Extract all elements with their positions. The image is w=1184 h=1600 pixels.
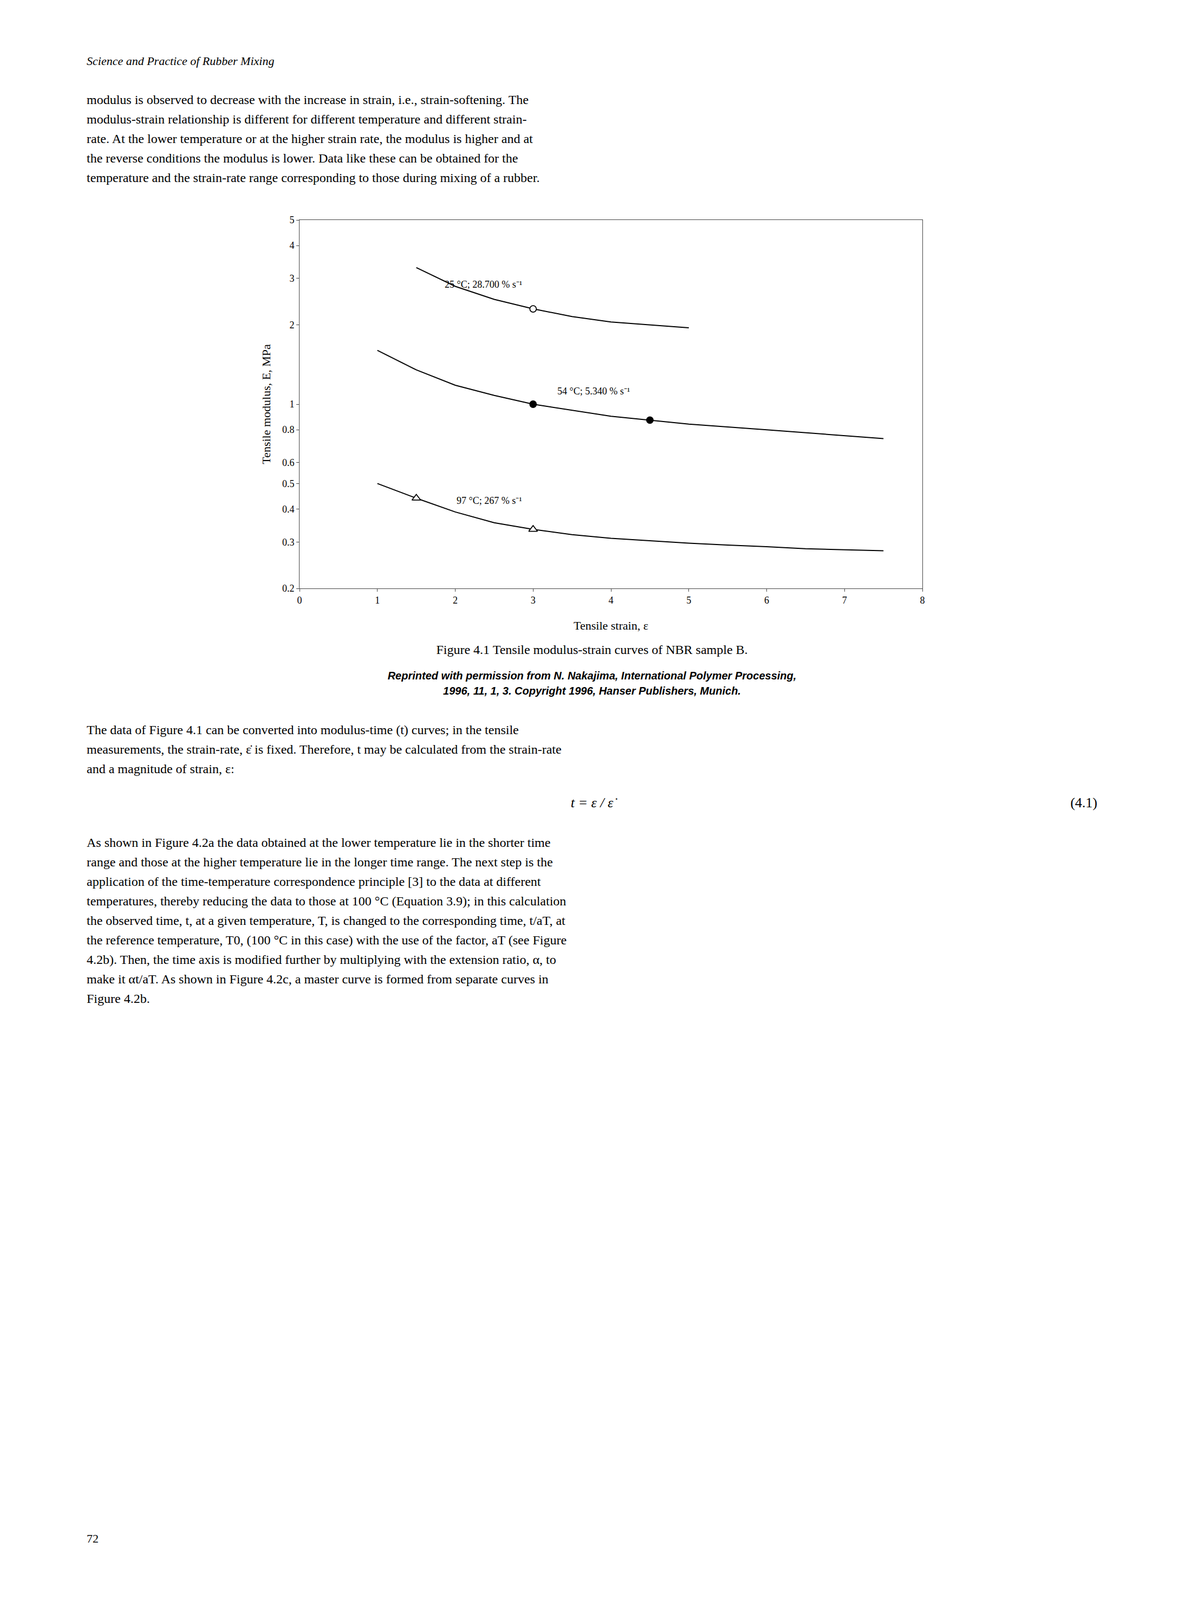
- svg-text:3: 3: [530, 594, 536, 606]
- html-text:72: 72: [86, 1531, 99, 1545]
- html-text:modulus is observed to decreas: modulus is observed to decrease with the…: [86, 92, 540, 185]
- svg-text:3: 3: [289, 272, 295, 284]
- svg-text:54 °C; 5.340 % s⁻¹: 54 °C; 5.340 % s⁻¹: [557, 385, 630, 397]
- svg-text:0.6: 0.6: [282, 457, 295, 468]
- svg-text:5: 5: [686, 594, 692, 606]
- svg-text:0: 0: [297, 594, 303, 606]
- html-text:t = ε / ε̇: t = ε / ε̇: [570, 794, 614, 811]
- svg-text:Tensile modulus, E, MPa: Tensile modulus, E, MPa: [259, 343, 273, 465]
- svg-text:4: 4: [608, 594, 614, 606]
- svg-text:97 °C; 267 % s⁻¹: 97 °C; 267 % s⁻¹: [456, 495, 523, 506]
- svg-text:1: 1: [374, 594, 380, 606]
- svg-text:0.4: 0.4: [282, 503, 295, 515]
- svg-text:4: 4: [289, 239, 295, 251]
- html-text:Figure 4.1 Tensile modulus-str: Figure 4.1 Tensile modulus-strain curves…: [436, 642, 748, 657]
- svg-text:0.8: 0.8: [282, 424, 295, 435]
- svg-text:0.5: 0.5: [282, 478, 295, 490]
- svg-text:5: 5: [289, 214, 295, 226]
- html-text:As shown in Figure 4.2a the da: As shown in Figure 4.2a the data obtaine…: [86, 835, 567, 1006]
- html-text:The data of Figure 4.1 can be: The data of Figure 4.1 can be converted …: [86, 722, 562, 776]
- svg-text:25 °C; 28.700 % s⁻¹: 25 °C; 28.700 % s⁻¹: [444, 278, 523, 290]
- svg-text:7: 7: [842, 594, 848, 606]
- svg-text:6: 6: [764, 594, 770, 606]
- svg-text:1: 1: [289, 398, 295, 410]
- svg-text:2: 2: [289, 319, 295, 331]
- svg-text:2: 2: [452, 594, 458, 606]
- svg-text:Tensile strain, ε: Tensile strain, ε: [573, 618, 649, 633]
- svg-text:0.3: 0.3: [282, 536, 295, 548]
- svg-text:0.2: 0.2: [282, 582, 295, 594]
- html-text:Reprinted with permission from: Reprinted with permission from N. Nakaji…: [387, 669, 797, 697]
- html-text:Science and Practice of Rubber: Science and Practice of Rubber Mixing: [86, 54, 275, 68]
- svg-text:8: 8: [920, 594, 926, 606]
- html-text:(4.1): (4.1): [1070, 794, 1098, 811]
